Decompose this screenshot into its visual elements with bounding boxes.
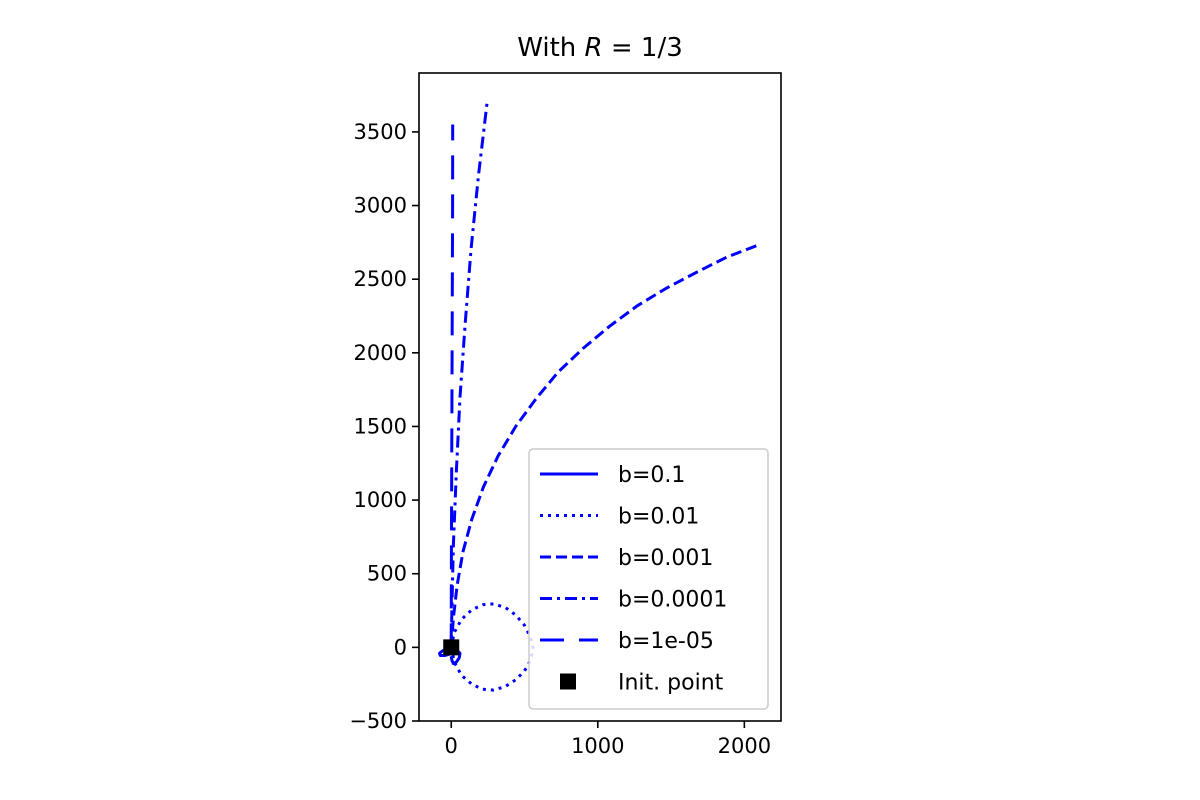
- x-tick-label: 2000: [718, 734, 771, 758]
- y-tick-label: 500: [367, 562, 407, 586]
- series-line-b-1e-05: [449, 124, 455, 648]
- y-tick-label: 2000: [354, 341, 407, 365]
- init-point-marker: [443, 639, 460, 656]
- y-tick-label: 1000: [354, 488, 407, 512]
- legend-label: b=0.1: [618, 463, 685, 488]
- y-tick-label: 3000: [354, 194, 407, 218]
- y-tick-label: 0: [394, 635, 407, 659]
- y-tick-label: −500: [349, 709, 407, 733]
- chart-title-suffix: = 1/3: [603, 33, 683, 63]
- series-line-b-0-01: [449, 602, 535, 692]
- legend-label: b=1e-05: [618, 629, 714, 654]
- legend-label: b=0.01: [618, 505, 699, 530]
- y-tick-label: 1500: [354, 414, 407, 438]
- legend-marker-init-point: [560, 673, 576, 690]
- x-tick-label: 0: [445, 734, 458, 758]
- x-tick-label: 1000: [571, 734, 624, 758]
- chart-title: With R = 1/3: [517, 33, 683, 63]
- y-tick-label: 3500: [354, 120, 407, 144]
- legend-label: Init. point: [618, 671, 724, 696]
- chart-title-var: R: [585, 33, 603, 63]
- plot-frame: [418, 72, 782, 722]
- ticks-layer: 0 1000 2000 −500 0 500 1000 1500 2000 2500 3000 350…: [349, 120, 771, 758]
- series-layer: [438, 102, 759, 692]
- legend-label: b=0.0001: [618, 588, 727, 613]
- legend-label: b=0.001: [618, 546, 713, 571]
- series-line-b-0-0001: [449, 102, 489, 648]
- chart-title-prefix: With: [517, 33, 584, 63]
- legend: b=0.1 b=0.01 b=0.001 b=0.0001 b=1e-05 Init. p…: [528, 448, 769, 710]
- series-line-b-0-001: [449, 243, 759, 648]
- y-tick-label: 2500: [354, 267, 407, 291]
